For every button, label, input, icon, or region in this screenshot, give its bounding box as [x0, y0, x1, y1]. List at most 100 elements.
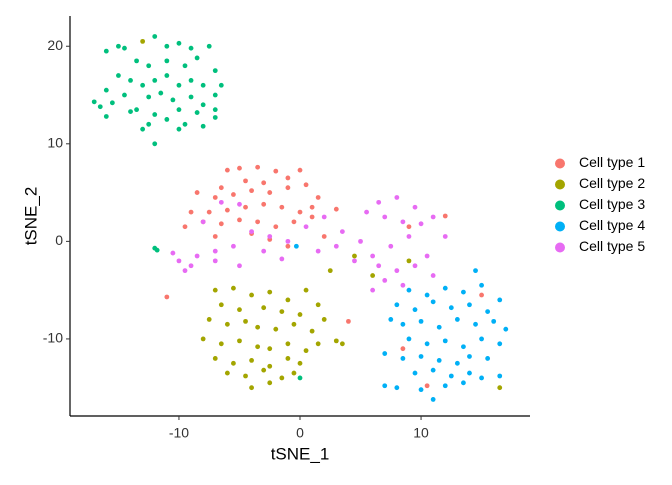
- point: [400, 356, 406, 361]
- point: [255, 219, 261, 225]
- point: [237, 263, 242, 269]
- point: [436, 357, 442, 363]
- point: [267, 363, 273, 369]
- point: [297, 209, 303, 215]
- point: [388, 243, 394, 249]
- point: [194, 110, 200, 115]
- point: [309, 204, 315, 210]
- point: [291, 219, 297, 225]
- point: [255, 344, 261, 350]
- legend-marker: [555, 242, 565, 253]
- point: [218, 185, 224, 191]
- point: [321, 234, 327, 239]
- point: [448, 373, 454, 379]
- point: [200, 102, 206, 108]
- point: [400, 321, 406, 327]
- point: [358, 238, 363, 244]
- point: [394, 302, 400, 308]
- point: [352, 253, 357, 259]
- point: [261, 180, 267, 186]
- point: [394, 195, 400, 200]
- point: [146, 63, 152, 69]
- point: [430, 273, 436, 278]
- point: [170, 250, 176, 256]
- point: [249, 357, 254, 363]
- point: [442, 338, 448, 344]
- point: [212, 248, 218, 254]
- point: [231, 243, 236, 249]
- legend-label: Cell type 1: [579, 154, 645, 170]
- point: [406, 287, 412, 293]
- point: [497, 297, 503, 303]
- point: [454, 360, 460, 366]
- point: [473, 321, 478, 327]
- legend-label: Cell type 4: [579, 217, 645, 233]
- point: [479, 292, 484, 298]
- point: [370, 287, 376, 293]
- point: [448, 305, 454, 311]
- legend-marker: [555, 200, 565, 211]
- point: [333, 206, 339, 212]
- point: [394, 268, 400, 274]
- point: [297, 312, 303, 317]
- point: [176, 107, 182, 113]
- point: [140, 126, 146, 132]
- point: [164, 73, 170, 78]
- point: [140, 82, 146, 88]
- point: [303, 348, 309, 354]
- point: [188, 77, 194, 83]
- point: [103, 48, 109, 54]
- point: [291, 321, 297, 327]
- point: [267, 289, 273, 295]
- point: [206, 317, 212, 322]
- point: [430, 397, 436, 402]
- point: [170, 97, 176, 103]
- point: [116, 73, 121, 78]
- legend-label: Cell type 5: [579, 238, 645, 254]
- point: [303, 224, 309, 230]
- point: [134, 58, 139, 64]
- point: [152, 34, 158, 39]
- point: [497, 341, 503, 347]
- point: [412, 263, 418, 269]
- point: [212, 115, 218, 120]
- point: [261, 305, 267, 311]
- point: [321, 317, 327, 322]
- point: [164, 58, 170, 64]
- y-tick-label: 0: [55, 232, 63, 248]
- point: [109, 100, 115, 106]
- point: [231, 285, 236, 291]
- point: [412, 204, 418, 210]
- point: [333, 243, 339, 249]
- point: [152, 77, 158, 83]
- point: [188, 45, 194, 51]
- point: [200, 219, 206, 225]
- point: [237, 165, 242, 171]
- point: [352, 258, 357, 264]
- point: [158, 90, 164, 96]
- point: [249, 188, 254, 194]
- point: [182, 224, 188, 230]
- point: [243, 318, 248, 324]
- point: [122, 92, 127, 98]
- point: [176, 258, 182, 264]
- point: [146, 121, 152, 127]
- point: [194, 253, 200, 259]
- point: [503, 326, 509, 332]
- x-tick-label: 0: [296, 425, 304, 441]
- point: [164, 294, 170, 300]
- point: [485, 356, 491, 361]
- y-tick-label: 10: [47, 135, 63, 151]
- point: [485, 309, 491, 315]
- point: [479, 336, 484, 342]
- point: [261, 248, 267, 254]
- point: [200, 123, 206, 129]
- point: [370, 253, 376, 259]
- point: [412, 370, 418, 376]
- point: [188, 209, 194, 215]
- legend-marker: [555, 158, 565, 169]
- point: [237, 201, 242, 207]
- point: [442, 285, 448, 291]
- point: [273, 326, 279, 332]
